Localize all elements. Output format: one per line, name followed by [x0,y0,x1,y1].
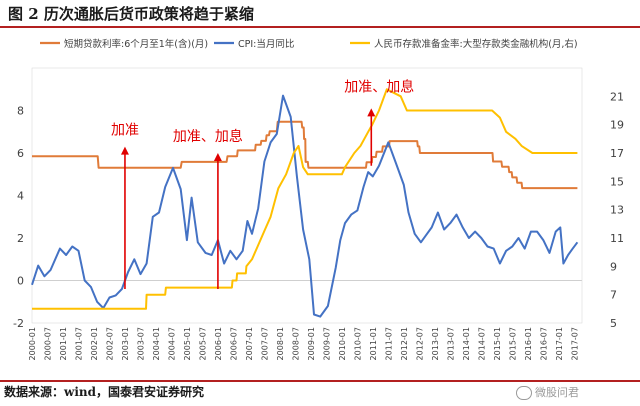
left-axis-tick-label: 0 [17,275,24,288]
x-axis-tick-label: 2011-07 [384,327,393,360]
x-axis-tick-label: 2015-07 [508,327,517,360]
x-axis-tick-label: 2007-07 [260,327,269,360]
left-axis-tick-label: 8 [17,105,24,118]
x-axis-tick-label: 2001-01 [59,327,68,360]
x-axis-tick-label: 2000-01 [28,327,37,360]
annotation-arrow-head [120,146,129,155]
x-axis-tick-label: 2010-07 [353,327,362,360]
series-group [31,88,579,318]
x-axis-tick-label: 2011-01 [369,327,378,360]
figure-title: 图 2 历次通胀后货币政策将趋于紧缩 [8,5,254,23]
data-source-note: 数据来源：wind，国泰君安证券研究 [4,385,205,399]
plot-area [31,67,583,324]
x-axis-tick-label: 2012-07 [415,327,424,360]
source-divider [0,380,640,382]
x-axis-tick-label: 2010-01 [338,327,347,360]
rrr-line [32,88,578,310]
x-axis-tick-label: 2001-07 [74,327,83,360]
right-axis: 5 7 9 11 13 15 17 19 21 [610,90,624,330]
annotation-label: 加准、加息 [344,78,414,95]
x-axis-tick-label: 2005-01 [183,327,192,360]
x-axis: 2000-01 2000-07 2001-01 2001-07 2002-01 2002-… [28,327,579,360]
x-axis-tick-label: 2014-07 [477,327,486,360]
right-axis-tick-label: 5 [610,317,617,330]
x-axis-tick-label: 2014-01 [462,327,471,360]
x-axis-tick-label: 2012-01 [400,327,409,360]
x-axis-tick-label: 2005-07 [198,327,207,360]
right-axis-tick-label: 15 [610,175,624,188]
legend-label: 人民币存款准备金率:大型存款类金融机构(月,右) [374,38,578,50]
x-axis-tick-label: 2000-07 [43,327,52,360]
x-axis-tick-label: 2017-07 [570,327,579,360]
right-axis-tick-label: 13 [610,204,624,217]
left-axis-tick-label: 6 [17,147,24,160]
x-axis-tick-label: 2017-01 [555,327,564,360]
x-axis-tick-label: 2006-07 [229,327,238,360]
x-axis-tick-label: 2015-01 [493,327,502,360]
right-axis-tick-label: 21 [610,90,624,103]
x-axis-tick-label: 2006-01 [214,327,223,360]
annotation-arrow-head [367,108,376,117]
legend-label: CPI:当月同比 [238,38,294,50]
right-axis-tick-label: 17 [610,147,624,160]
x-axis-tick-label: 2003-07 [136,327,145,360]
watermark: 微股问君 [516,384,579,402]
x-axis-tick-label: 2016-07 [539,327,548,360]
x-axis-tick-label: 2004-07 [167,327,176,360]
title-divider [0,26,640,28]
annotation-label: 加准、加息 [173,128,243,145]
x-axis-tick-label: 2003-01 [121,327,130,360]
left-axis: -2 0 2 4 6 8 [13,105,24,331]
right-axis-tick-label: 9 [610,260,617,273]
legend-label: 短期贷款利率:6个月至1年(含)(月) [64,38,208,50]
x-axis-tick-label: 2016-01 [524,327,533,360]
plot-frame [31,67,583,324]
x-axis-tick-label: 2002-07 [105,327,114,360]
wechat-icon [516,386,532,400]
x-axis-tick-label: 2007-01 [245,327,254,360]
x-axis-tick-label: 2002-01 [90,327,99,360]
loan-rate-line [32,120,578,190]
legend: 短期贷款利率:6个月至1年(含)(月) CPI:当月同比 人民币存款准备金率:大型存… [40,38,578,50]
x-axis-tick-label: 2013-01 [431,327,440,360]
annotation-label: 加准 [111,123,139,139]
x-axis-tick-label: 2008-01 [276,327,285,360]
x-axis-tick-label: 2009-07 [322,327,331,360]
cpi-line [31,94,579,318]
watermark-text: 微股问君 [535,386,579,399]
x-axis-tick-label: 2004-01 [152,327,161,360]
x-axis-tick-label: 2008-07 [291,327,300,360]
x-axis-tick-label: 2009-01 [307,327,316,360]
left-axis-tick-label: -2 [13,317,24,330]
right-axis-tick-label: 19 [610,119,624,132]
right-axis-tick-label: 7 [610,289,617,302]
left-axis-tick-label: 2 [17,232,24,245]
annotation-arrow-head [213,153,222,161]
right-axis-tick-label: 11 [610,232,624,245]
left-axis-tick-label: 4 [17,190,24,203]
x-axis-tick-label: 2013-07 [446,327,455,360]
